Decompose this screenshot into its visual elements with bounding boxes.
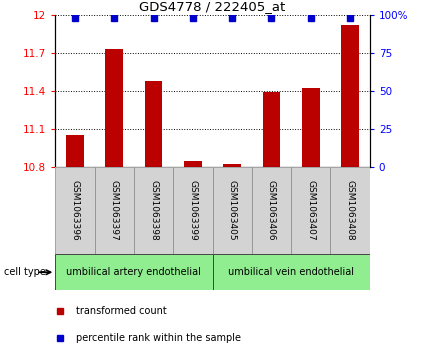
Text: GSM1063405: GSM1063405 xyxy=(228,180,237,241)
Text: percentile rank within the sample: percentile rank within the sample xyxy=(76,334,241,343)
Text: GSM1063397: GSM1063397 xyxy=(110,180,119,241)
Bar xyxy=(55,167,94,254)
Text: GSM1063399: GSM1063399 xyxy=(188,180,197,241)
Bar xyxy=(341,25,359,167)
Text: GSM1063396: GSM1063396 xyxy=(71,180,79,241)
Bar xyxy=(252,167,291,254)
Text: GSM1063398: GSM1063398 xyxy=(149,180,158,241)
Text: cell type: cell type xyxy=(4,267,46,277)
Bar xyxy=(94,167,134,254)
Bar xyxy=(263,92,280,167)
Bar xyxy=(66,135,84,167)
Bar xyxy=(105,49,123,167)
Bar xyxy=(291,167,331,254)
Bar xyxy=(223,164,241,167)
Bar xyxy=(173,167,212,254)
Text: umbilical vein endothelial: umbilical vein endothelial xyxy=(228,267,354,277)
Text: umbilical artery endothelial: umbilical artery endothelial xyxy=(66,267,201,277)
Bar xyxy=(331,167,370,254)
Bar xyxy=(184,161,202,167)
Bar xyxy=(302,88,320,167)
Text: GSM1063408: GSM1063408 xyxy=(346,180,354,241)
Text: GSM1063406: GSM1063406 xyxy=(267,180,276,241)
Bar xyxy=(212,254,370,290)
Text: transformed count: transformed count xyxy=(76,306,167,316)
Bar xyxy=(134,167,173,254)
Bar xyxy=(144,81,162,167)
Text: GSM1063407: GSM1063407 xyxy=(306,180,315,241)
Bar xyxy=(212,167,252,254)
Bar xyxy=(55,254,212,290)
Title: GDS4778 / 222405_at: GDS4778 / 222405_at xyxy=(139,0,286,13)
